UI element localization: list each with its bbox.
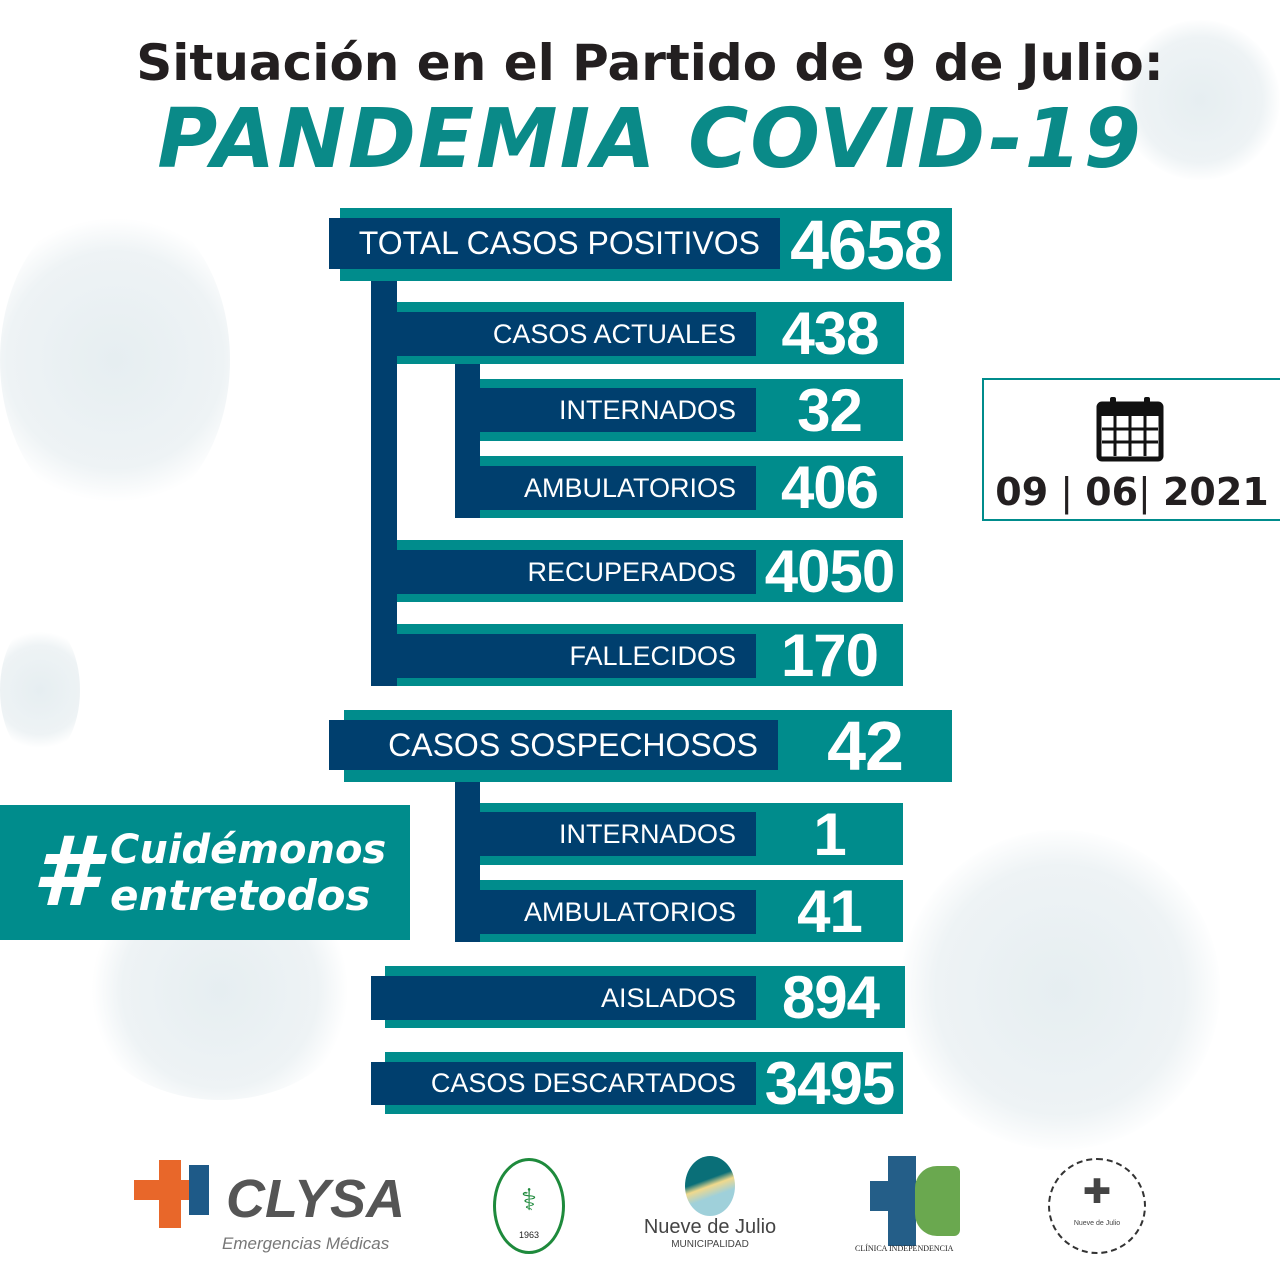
stat-label: INTERNADOS [455,388,756,432]
stat-value: 1 [813,800,846,868]
header-subtitle: PANDEMIA COVID-19 [157,92,1143,187]
stat-value: 42 [827,707,904,785]
stat-value: 438 [781,299,879,367]
stat-label: CASOS SOSPECHOSOS [329,720,778,770]
stat-value: 894 [781,963,880,1031]
stat-value: 4050 [764,537,895,605]
stat-label: FALLECIDOS [371,634,756,678]
virus-decoration [0,620,80,760]
hashtag-symbol: # [32,816,99,928]
calendar-icon [1096,397,1164,462]
virus-decoration [1120,20,1280,180]
header-title: Situación en el Partido de 9 de Julio: [136,34,1164,92]
date-text: 09 | 06| 2021 [995,470,1269,514]
stat-label: TOTAL CASOS POSITIVOS [329,218,780,269]
stat-label: AISLADOS [371,976,756,1020]
ong-logo: ✚ Nueve de Julio [1048,1158,1146,1254]
hashtag-banner: # Cuidémonos entretodos [0,805,410,940]
hashtag-line1: Cuidémonos [110,827,387,873]
stat-label: CASOS ACTUALES [371,312,756,356]
hashtag-line2: entretodos [110,871,371,920]
stat-value: 41 [797,877,863,945]
stat-value: 3495 [764,1049,895,1117]
stat-value: 32 [797,376,863,444]
clysa-logo: CLYSA Emergencias Médicas [134,1160,424,1260]
stat-label: INTERNADOS [455,812,756,856]
date-box: 09 | 06| 2021 [982,378,1280,521]
virus-decoration [900,830,1220,1150]
municipalidad-logo: Nueve de Julio MUNICIPALIDAD [630,1156,790,1256]
stat-value: 4658 [790,205,943,284]
circulo-medico-logo: ⚕ 1963 [493,1158,565,1254]
stat-value: 406 [780,453,879,521]
stat-label: AMBULATORIOS [455,466,756,510]
stat-value: 170 [780,621,879,689]
stat-label: AMBULATORIOS [455,890,756,934]
stat-label: CASOS DESCARTADOS [371,1062,756,1105]
clinica-independencia-logo: CLÍNICA INDEPENDENCIA [855,1156,985,1256]
virus-decoration [0,200,230,520]
stat-label: RECUPERADOS [371,550,756,594]
